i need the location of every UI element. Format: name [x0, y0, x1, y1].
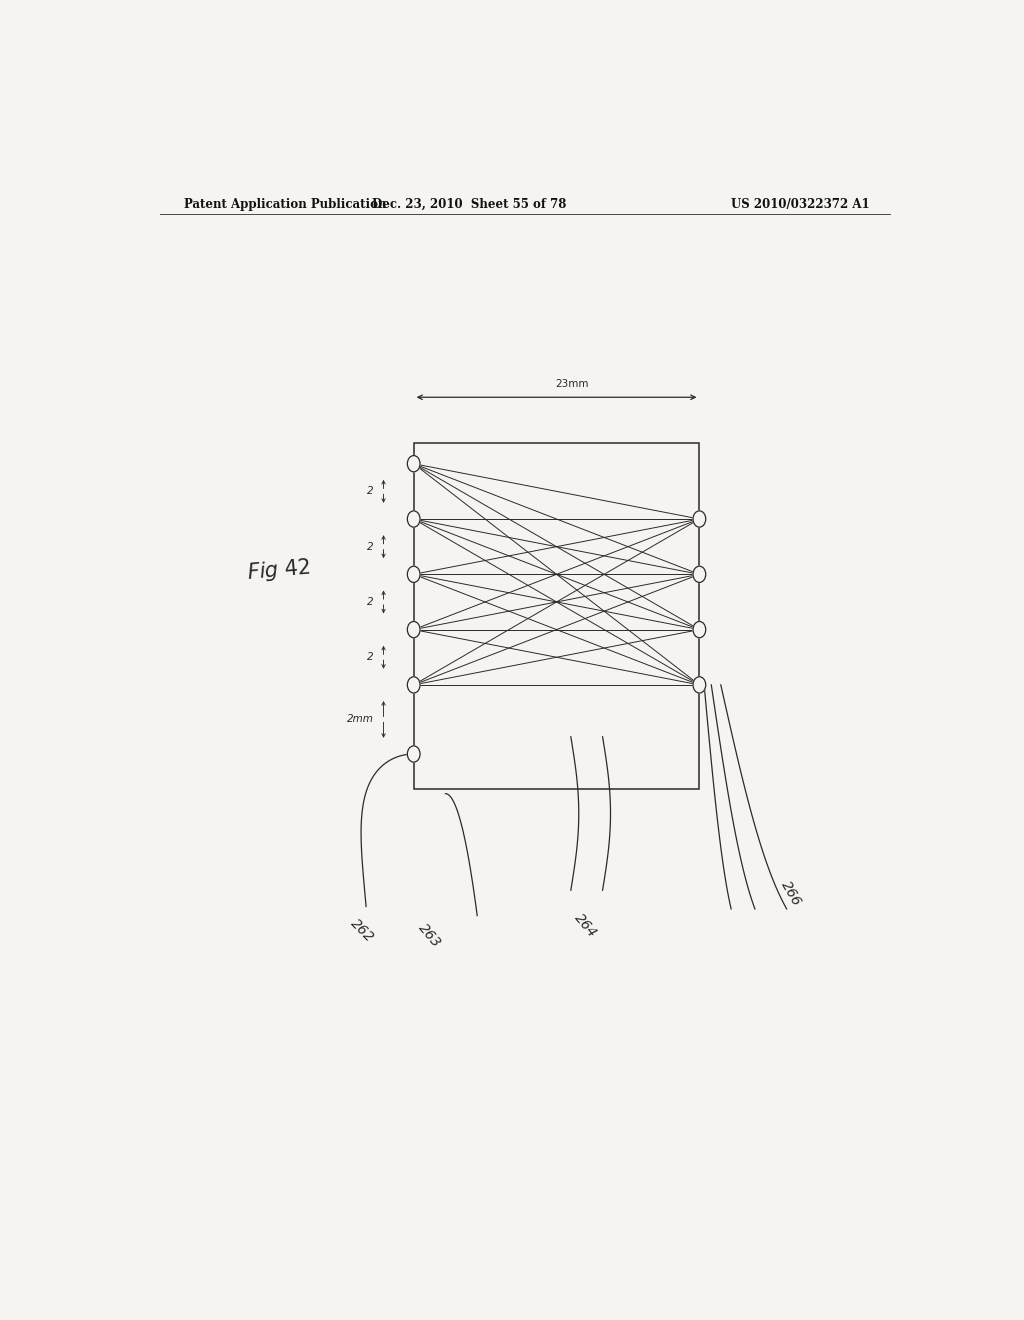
Text: 262: 262	[348, 916, 377, 945]
Circle shape	[693, 566, 706, 582]
Circle shape	[693, 622, 706, 638]
Text: 23mm: 23mm	[556, 379, 589, 389]
Circle shape	[408, 566, 420, 582]
Text: US 2010/0322372 A1: US 2010/0322372 A1	[731, 198, 869, 211]
Text: 266: 266	[778, 878, 804, 908]
Bar	[414, 444, 699, 788]
Circle shape	[408, 677, 420, 693]
Text: Patent Application Publication: Patent Application Publication	[183, 198, 386, 211]
Circle shape	[408, 746, 420, 762]
Text: Dec. 23, 2010  Sheet 55 of 78: Dec. 23, 2010 Sheet 55 of 78	[372, 198, 566, 211]
Circle shape	[408, 455, 420, 471]
Circle shape	[693, 677, 706, 693]
Text: 2: 2	[368, 486, 374, 496]
Text: 2: 2	[368, 652, 374, 663]
Text: 2: 2	[368, 597, 374, 607]
Circle shape	[693, 511, 706, 527]
Text: 263: 263	[416, 921, 443, 950]
Text: $\mathit{Fig}$ $\mathit{42}$: $\mathit{Fig}$ $\mathit{42}$	[246, 556, 311, 585]
Circle shape	[408, 511, 420, 527]
Text: 264: 264	[571, 911, 599, 940]
Text: 2mm: 2mm	[347, 714, 374, 725]
Text: 2: 2	[368, 541, 374, 552]
Circle shape	[408, 622, 420, 638]
